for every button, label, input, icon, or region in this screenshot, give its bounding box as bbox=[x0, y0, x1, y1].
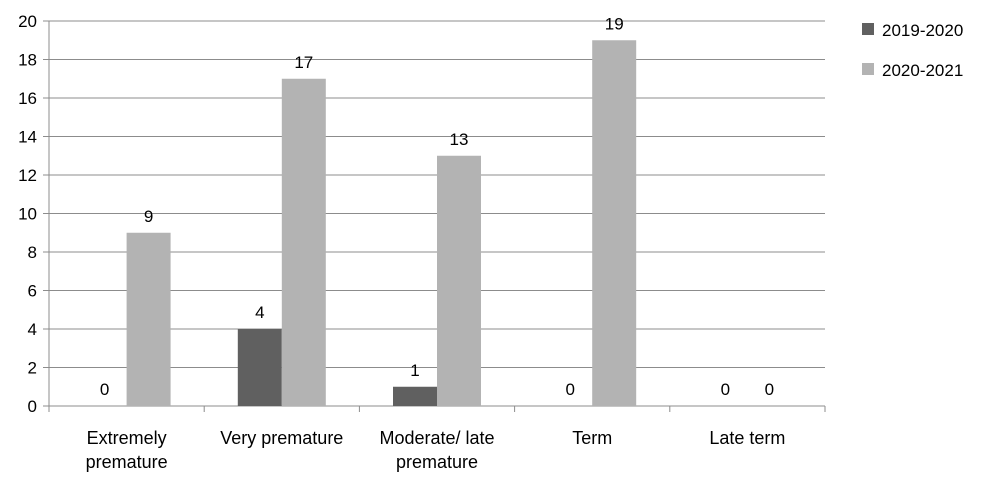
y-tick-label: 4 bbox=[28, 320, 37, 339]
y-tick-label: 20 bbox=[18, 12, 37, 31]
y-tick-label: 10 bbox=[18, 205, 37, 224]
y-tick-label: 2 bbox=[28, 359, 37, 378]
data-label: 0 bbox=[721, 380, 730, 399]
x-axis-categories: Extremely premature Very premature Moderate… bbox=[86, 428, 786, 472]
bar bbox=[437, 155, 481, 406]
bar bbox=[592, 40, 637, 406]
y-tick-label: 8 bbox=[28, 243, 37, 262]
data-label: 9 bbox=[144, 207, 153, 226]
bar bbox=[281, 78, 326, 406]
category-label: Moderate/ late premature bbox=[379, 428, 494, 472]
data-label: 17 bbox=[294, 53, 313, 72]
data-label: 19 bbox=[605, 14, 624, 33]
bar bbox=[393, 386, 437, 406]
y-tick-label: 6 bbox=[28, 282, 37, 301]
bars bbox=[126, 40, 637, 406]
y-tick-label: 16 bbox=[18, 89, 37, 108]
legend: 2019-2020 2020-2021 bbox=[862, 21, 963, 80]
data-label: 1 bbox=[410, 361, 419, 380]
y-tick-label: 14 bbox=[18, 128, 37, 147]
category-label: Extremely premature bbox=[86, 428, 168, 472]
category-label: Term bbox=[572, 428, 612, 448]
legend-swatch bbox=[862, 63, 874, 75]
data-label: 0 bbox=[565, 380, 574, 399]
legend-label: 2020-2021 bbox=[882, 61, 963, 80]
data-label: 4 bbox=[255, 303, 264, 322]
bar bbox=[126, 232, 171, 406]
data-label: 0 bbox=[100, 380, 109, 399]
bar bbox=[237, 329, 282, 406]
legend-swatch bbox=[862, 23, 874, 35]
data-labels: 0 9 4 17 1 13 0 19 0 0 bbox=[100, 14, 774, 399]
y-tick-label: 18 bbox=[18, 51, 37, 70]
data-label: 0 bbox=[765, 380, 774, 399]
legend-label: 2019-2020 bbox=[882, 21, 963, 40]
category-label: Very premature bbox=[220, 428, 343, 448]
category-label: Late term bbox=[709, 428, 785, 448]
y-axis-ticks: 0 2 4 6 8 10 12 14 16 18 20 bbox=[18, 12, 49, 416]
y-tick-label: 12 bbox=[18, 166, 37, 185]
y-tick-label: 0 bbox=[28, 397, 37, 416]
data-label: 13 bbox=[450, 130, 469, 149]
